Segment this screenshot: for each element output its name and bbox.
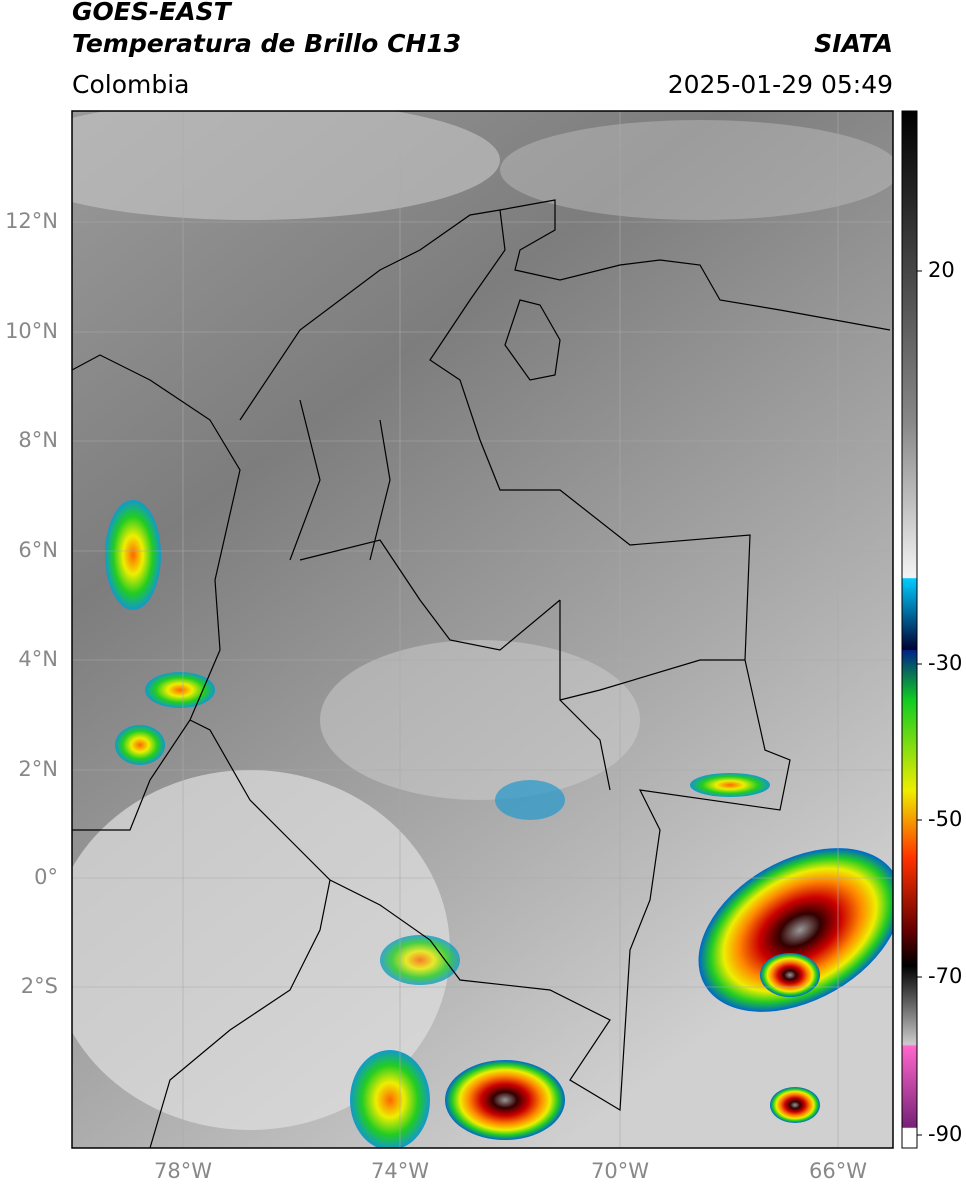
product: Temperatura de Brillo CH13 bbox=[72, 29, 461, 58]
satellite: GOES-EAST bbox=[72, 0, 233, 26]
colorbar-ticks bbox=[917, 270, 922, 1136]
colorbar-label: -70 bbox=[928, 964, 962, 988]
colorbar-label: -90 bbox=[928, 1122, 962, 1146]
lon-label: 70°W bbox=[591, 1159, 649, 1183]
lon-label: 66°W bbox=[809, 1159, 867, 1183]
satellite-image bbox=[72, 111, 893, 1148]
map-frame bbox=[71, 110, 894, 1149]
datetime: 2025-01-29 05:49 bbox=[668, 70, 893, 99]
lat-label: 6°N bbox=[18, 538, 58, 562]
lat-label: 0° bbox=[34, 865, 58, 889]
colorbar-label: -50 bbox=[928, 807, 962, 831]
colorbar-label: -30 bbox=[928, 651, 962, 675]
lat-label: 4°N bbox=[18, 647, 58, 671]
lat-label: 8°N bbox=[18, 428, 58, 452]
latitude-labels: 12°N 10°N 8°N 6°N 4°N 2°N 0° 2°S bbox=[5, 209, 58, 998]
lat-label: 10°N bbox=[5, 319, 58, 343]
lon-label: 78°W bbox=[154, 1159, 212, 1183]
longitude-labels: 78°W 74°W 70°W 66°W bbox=[154, 1159, 867, 1183]
source: SIATA bbox=[814, 29, 893, 58]
lat-label: 2°S bbox=[21, 974, 58, 998]
lon-label: 74°W bbox=[371, 1159, 429, 1183]
colorbar bbox=[901, 110, 918, 1149]
region: Colombia bbox=[72, 70, 189, 99]
lat-label: 12°N bbox=[5, 209, 58, 233]
colorbar-label: 20 bbox=[928, 258, 955, 282]
lat-label: 2°N bbox=[18, 757, 58, 781]
